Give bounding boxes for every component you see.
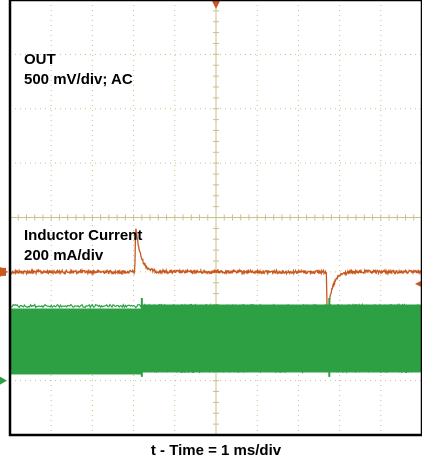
trigger-level-marker (415, 280, 421, 287)
ch1-label-line-1: OUT (24, 51, 56, 68)
ch2-label-line-1: Inductor Current (24, 227, 142, 244)
ch2-label: Inductor Current 200 mA/div (24, 227, 142, 264)
ch2-inductor-current-band (141, 304, 330, 373)
ch2-inductor-current-band (10, 308, 142, 375)
ch2-band-top-edge (9, 302, 422, 310)
ch2-band-bottom-edge (9, 367, 422, 374)
ch2-ground-marker (0, 376, 7, 385)
trigger-position-marker (212, 1, 220, 9)
ch1-label-line-2: 500 mV/div; AC (24, 71, 133, 88)
ch2-inductor-current-band (329, 304, 422, 373)
ch1-ground-tab (0, 267, 6, 276)
scope-traces (9, 228, 422, 377)
scope-markers (0, 1, 421, 385)
plot-border (8, 0, 422, 437)
ch2-label-line-2: 200 mA/div (24, 247, 104, 264)
ch1-output-trace (9, 228, 422, 319)
ch1-label: OUT 500 mV/div; AC (24, 51, 133, 88)
x-axis-label: t - Time = 1 ms/div (151, 442, 282, 459)
